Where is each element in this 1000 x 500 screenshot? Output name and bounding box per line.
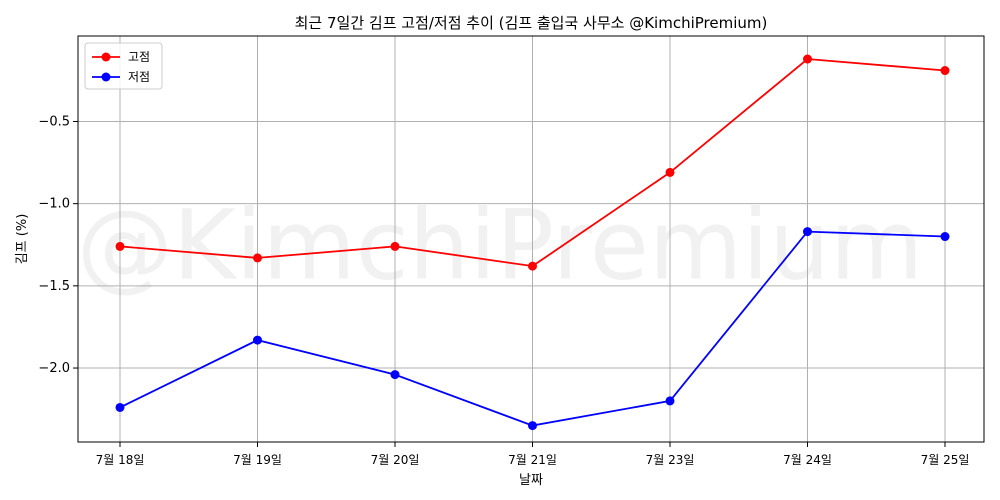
legend-box [84,42,163,90]
y-tick-label: −1.0 [38,197,70,212]
legend-marker [101,72,111,82]
x-tick-label: 7월 19일 [233,453,282,467]
legend-label: 고점 [128,50,150,64]
x-tick-label: 7월 25일 [921,453,970,467]
data-point [115,402,125,412]
grid-lines [78,36,984,442]
data-point [940,232,950,242]
y-axis-label: 김프 (%) [15,214,30,265]
data-point [803,227,812,237]
series-lines [115,54,950,431]
x-tick-label: 7월 23일 [646,453,695,467]
data-point [390,370,400,380]
y-tick-label: −0.5 [38,114,70,129]
chart-title: 최근 7일간 김프 고점/저점 추이 (김프 출입국 사무소 @KimchiPr… [295,14,768,32]
x-axis-label: 날짜 [519,473,543,488]
plot-frame [77,35,985,443]
data-point [115,241,125,251]
y-tick-label: −1.5 [38,279,70,294]
x-tick-label: 7월 20일 [371,453,420,467]
x-tick-label: 7월 18일 [96,453,145,467]
x-tick-label: 7월 24일 [783,453,832,467]
legend-marker [101,52,111,62]
data-point [528,261,537,271]
x-tick-label: 7월 21일 [508,453,557,467]
data-point [528,421,537,431]
data-point [803,54,812,64]
legend-label: 저점 [128,70,150,84]
data-point [253,253,262,263]
data-point [665,167,675,177]
axis-ticks: 7월 18일 7월 19일 7월 20일 7월 21일 7월 23일 7월 24일 7월 2… [38,114,969,467]
y-tick-label: −2.0 [38,361,70,376]
watermark: @KimchiPremium [77,189,924,301]
data-point [940,66,950,76]
data-point [665,396,675,406]
data-point [253,335,262,345]
data-point [390,241,400,251]
